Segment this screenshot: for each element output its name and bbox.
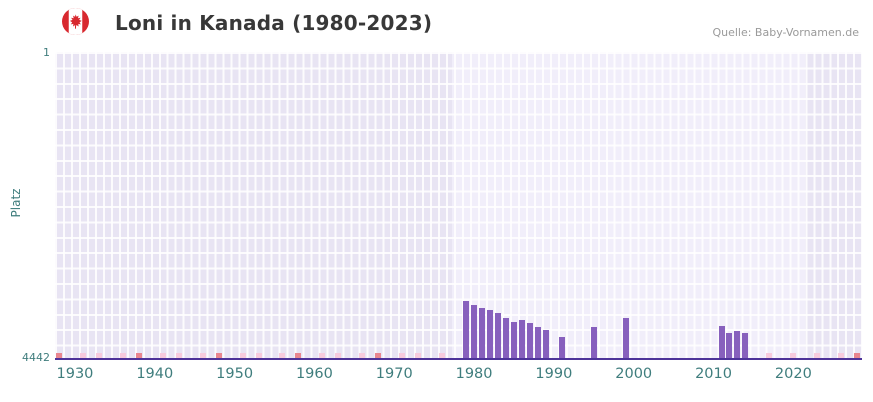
x-tick-label-1980: 1980 [455,366,493,382]
x-tick-label-1970: 1970 [375,366,413,382]
rank-bar-1980 [471,305,478,358]
source-credit: Quelle: Baby-Vornamen.de [712,26,859,39]
no-data-marker-1928 [55,353,62,358]
no-data-marker-1933 [95,353,102,358]
x-tick-label-2020: 2020 [774,366,812,382]
x-axis-line [55,358,862,360]
rank-bar-1986 [518,319,525,358]
rank-bar-2011 [718,325,725,358]
rank-bar-1989 [542,330,549,358]
rank-bar-1995 [590,327,597,358]
grid-overlay [55,52,862,360]
no-data-marker-1963 [335,353,342,358]
no-data-marker-1968 [375,353,382,358]
x-tick-label-1940: 1940 [136,366,174,382]
rank-bar-1982 [487,309,494,358]
rank-bar-1991 [558,336,565,358]
x-tick-label-2010: 2010 [695,366,732,382]
x-tick-label-1950: 1950 [216,366,254,382]
no-data-marker-1938 [135,353,142,358]
y-axis-title: Platz [9,188,23,218]
y-tick-top: 1 [43,46,50,59]
no-data-marker-1966 [359,353,366,358]
x-tick-label-2000: 2000 [615,366,653,382]
no-data-marker-1956 [279,353,286,358]
rank-bar-1984 [502,318,509,358]
no-data-marker-1951 [239,353,246,358]
rank-bar-1999 [622,318,629,358]
rank-bar-1981 [479,307,486,358]
no-data-marker-2017 [766,353,773,358]
plot-area [55,52,862,360]
rank-bar-1985 [510,321,517,358]
rank-bar-2013 [734,330,741,358]
x-tick-label-1930: 1930 [56,366,94,382]
x-axis-labels: 1930 1940 1950 1960 1970 1980 1990 2000 2010 2020 [0,366,873,388]
chart-header: Loni in Kanada (1980-2023) Quelle: Baby-… [0,0,873,46]
rank-bar-1983 [495,312,501,358]
chart-title: Loni in Kanada (1980-2023) [115,11,433,35]
x-tick-label-1990: 1990 [535,366,573,382]
no-data-marker-2023 [814,353,821,358]
x-tick-label-1960: 1960 [295,366,333,382]
no-data-marker-1943 [175,353,182,358]
no-data-marker-1973 [415,353,422,358]
no-data-marker-1958 [295,353,302,358]
rank-bar-1987 [526,323,533,358]
no-data-marker-2020 [790,353,797,358]
no-data-marker-1971 [399,353,406,358]
no-data-marker-1946 [199,353,206,358]
no-data-marker-1936 [119,353,126,358]
rank-bar-1988 [534,327,541,358]
no-data-marker-2026 [838,353,845,358]
rank-bar-2012 [726,332,733,358]
no-data-marker-1961 [319,353,326,358]
no-data-marker-2028 [854,353,861,358]
rank-bar-2014 [742,332,749,358]
no-data-marker-1931 [79,353,86,358]
no-data-marker-1948 [215,353,222,358]
no-data-marker-1941 [159,353,166,358]
canada-flag-icon [62,8,89,35]
y-tick-bottom: 4442 [22,351,50,364]
rank-bar-1979 [463,300,470,358]
no-data-marker-1953 [255,353,262,358]
no-data-marker-1976 [439,353,446,358]
